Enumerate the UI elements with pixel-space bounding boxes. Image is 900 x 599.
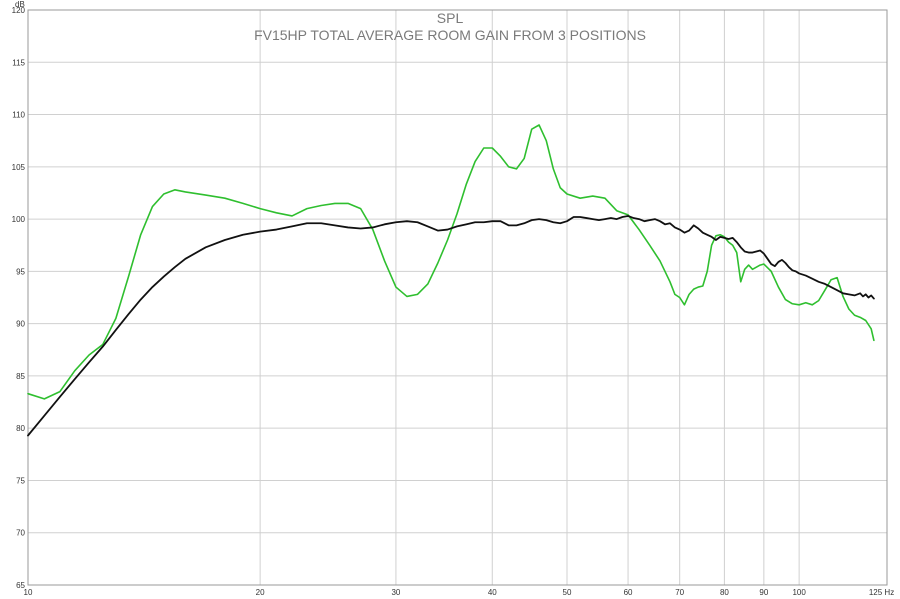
- y-tick-label: 80: [16, 424, 25, 433]
- y-unit-label: dB: [15, 0, 25, 9]
- x-tick-label: 20: [256, 588, 265, 597]
- x-tick-label: 100: [792, 588, 806, 597]
- y-tick-label: 120: [12, 6, 26, 15]
- chart-subtitle: FV15HP TOTAL AVERAGE ROOM GAIN FROM 3 PO…: [254, 27, 646, 43]
- x-tick-label: 80: [720, 588, 729, 597]
- tick-labels: 65 70 75 80 85 90 95 100 105 110 115 120 10 20 30 40 50 6…: [12, 6, 895, 597]
- chart-title: SPL: [437, 10, 464, 26]
- y-tick-label: 110: [12, 111, 25, 120]
- y-tick-label: 100: [12, 215, 26, 224]
- y-tick-label: 105: [12, 163, 26, 172]
- x-tick-label: 50: [563, 588, 572, 597]
- x-tick-label: 70: [675, 588, 684, 597]
- y-tick-label: 65: [16, 581, 25, 590]
- plot-frame: [27, 9, 888, 586]
- y-tick-label: 75: [16, 476, 25, 485]
- x-tick-label: 10: [24, 588, 33, 597]
- x-tick-label: 30: [391, 588, 400, 597]
- series-layer: [27, 124, 875, 437]
- x-tick-label: 40: [488, 588, 497, 597]
- x-tick-label: 125 Hz: [869, 588, 894, 597]
- series-line-2: [27, 215, 875, 437]
- y-tick-label: 85: [16, 372, 25, 381]
- y-tick-label: 115: [12, 58, 25, 67]
- x-tick-label: 60: [624, 588, 633, 597]
- y-tick-label: 95: [16, 267, 25, 276]
- x-tick-label: 90: [759, 588, 768, 597]
- series-line-1: [27, 124, 875, 400]
- y-tick-label: 90: [16, 320, 25, 329]
- y-tick-label: 70: [16, 529, 25, 538]
